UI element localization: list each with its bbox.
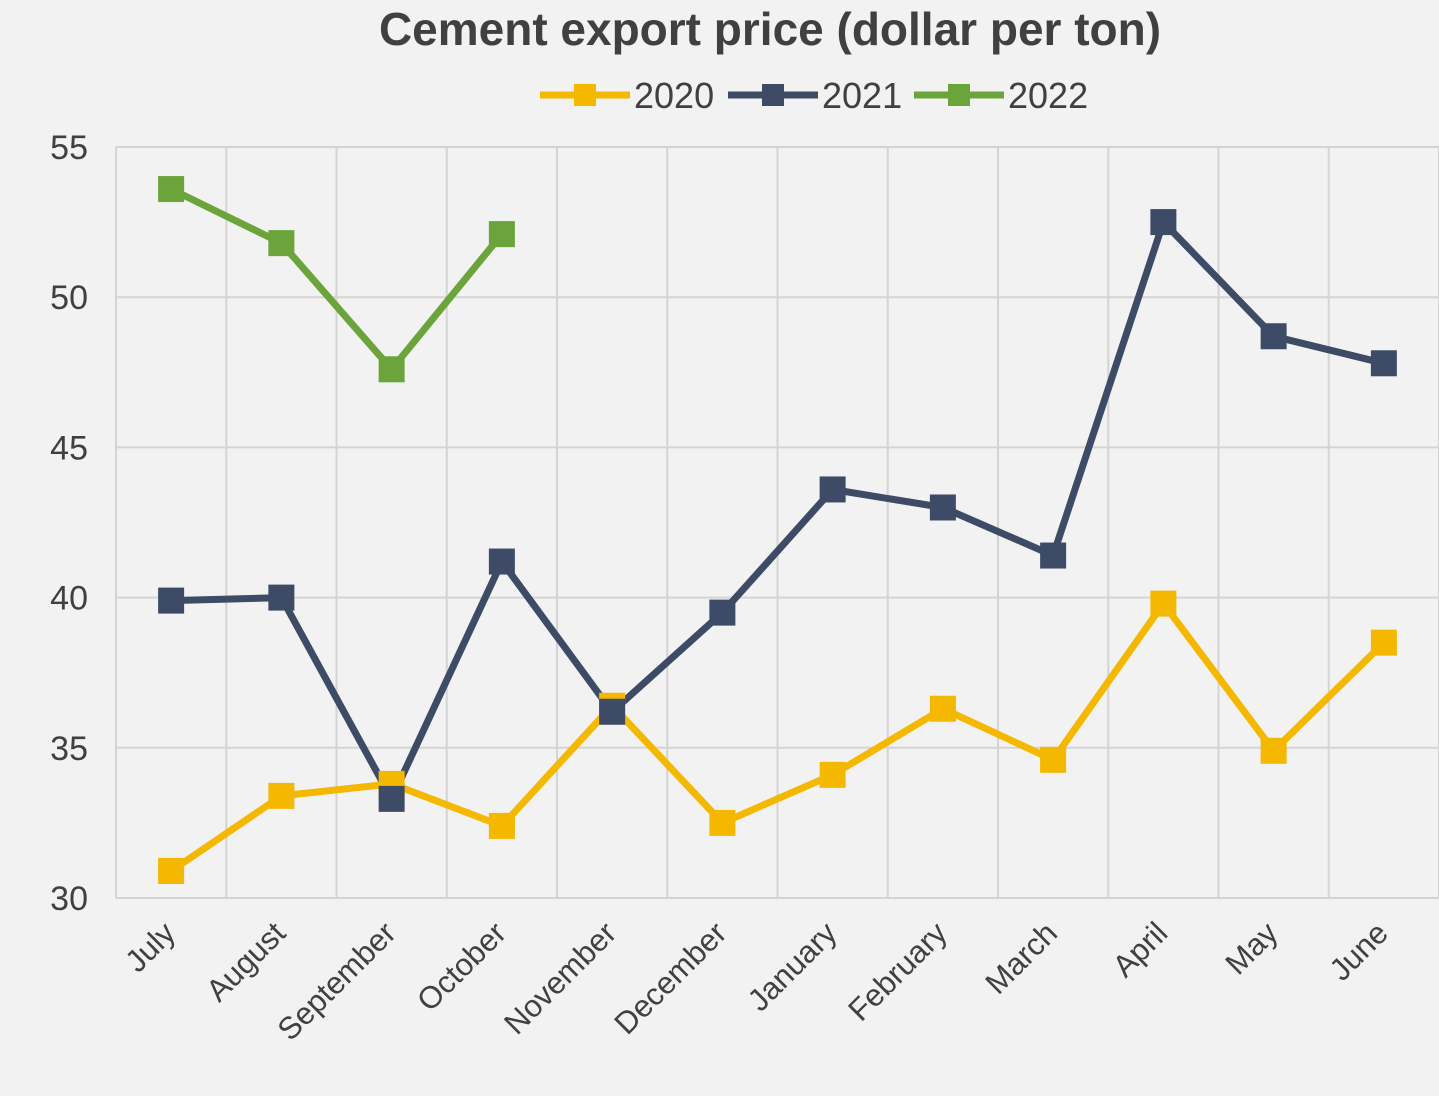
data-point-2022: [158, 176, 185, 203]
data-point-2020: [158, 857, 185, 884]
legend-swatch-marker: [574, 84, 596, 106]
x-tick-label: March: [978, 915, 1064, 1001]
series-line-2020: [167, 600, 1388, 875]
data-point-2021: [378, 785, 405, 812]
data-point-2020: [268, 782, 295, 809]
data-point-2021: [1370, 350, 1397, 377]
y-tick-label: 30: [50, 880, 88, 918]
data-point-2022: [378, 356, 405, 383]
x-tick-label: June: [1323, 915, 1395, 987]
data-point-2021: [1260, 323, 1287, 350]
legend-label: 2021: [822, 75, 902, 116]
data-point-2021: [158, 587, 185, 614]
series-markers: [158, 176, 1397, 884]
legend-label: 2020: [634, 75, 714, 116]
data-point-2021: [709, 599, 736, 626]
y-tick-label: 55: [50, 129, 88, 167]
data-point-2021: [268, 584, 295, 611]
data-point-2021: [1040, 542, 1067, 569]
x-tick-label: January: [741, 915, 844, 1018]
y-tick-label: 50: [50, 279, 88, 317]
legend-swatch-marker: [762, 84, 784, 106]
data-point-2020: [709, 809, 736, 836]
x-tick-label: August: [199, 915, 292, 1008]
data-point-2021: [488, 548, 515, 575]
x-tick-label: December: [607, 915, 733, 1041]
series-line-2021: [167, 218, 1388, 803]
x-tick-label: November: [497, 915, 623, 1041]
data-point-2020: [929, 695, 956, 722]
data-point-2020: [1370, 629, 1397, 656]
data-point-2021: [819, 476, 846, 503]
data-point-2022: [268, 230, 295, 257]
x-tick-label: September: [271, 915, 403, 1047]
series-lines: [167, 185, 1388, 875]
data-point-2022: [488, 221, 515, 248]
legend-label: 2022: [1008, 75, 1088, 116]
x-tick-label: July: [118, 915, 182, 979]
series-line-2022: [167, 185, 506, 373]
legend-item-2021: 2021: [728, 75, 902, 116]
data-point-2021: [929, 494, 956, 521]
x-tick-label: April: [1106, 915, 1175, 984]
data-point-2020: [1040, 746, 1067, 773]
data-point-2020: [1150, 590, 1177, 617]
legend-swatch-marker: [948, 84, 970, 106]
y-tick-label: 40: [50, 580, 88, 618]
legend-item-2020: 2020: [540, 75, 714, 116]
legend: 2020 2021 2022: [540, 75, 1088, 116]
legend-item-2022: 2022: [914, 75, 1088, 116]
y-axis: 30 35 40 45 50 55: [50, 129, 88, 918]
data-point-2020: [819, 761, 846, 788]
data-point-2021: [599, 698, 626, 725]
data-point-2020: [1260, 737, 1287, 764]
data-point-2020: [488, 812, 515, 839]
chart-title: Cement export price (dollar per ton): [379, 3, 1161, 55]
data-point-2021: [1150, 209, 1177, 236]
x-tick-label: May: [1218, 915, 1285, 982]
y-tick-label: 35: [50, 730, 88, 768]
y-tick-label: 45: [50, 429, 88, 467]
grid: [115, 146, 1439, 899]
x-tick-label: February: [841, 915, 954, 1028]
x-tick-label: October: [410, 915, 513, 1018]
